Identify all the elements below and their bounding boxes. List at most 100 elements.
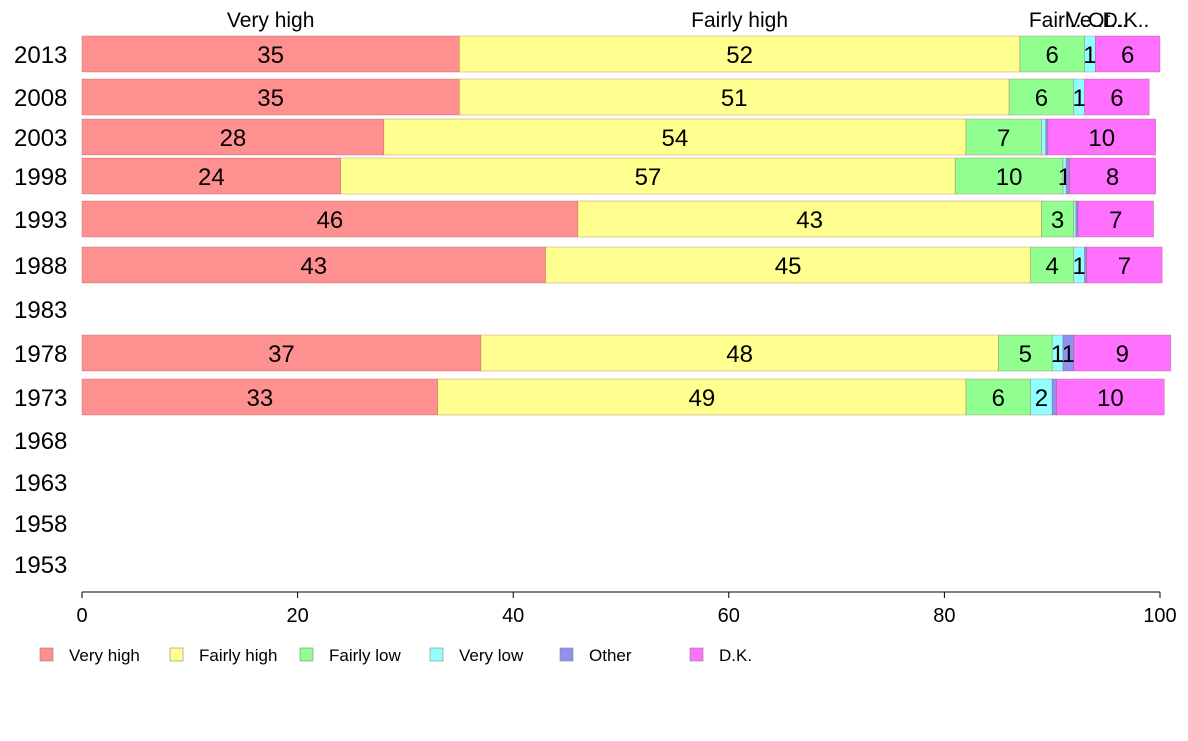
bar-1988-other: [1084, 246, 1087, 284]
bar-1993-d-k-: [1077, 200, 1154, 238]
data-label-1978-fairly-low: 5: [1019, 341, 1032, 368]
top-label-ot--4: Ot...: [1088, 9, 1128, 32]
top-label-very-high-0: Very high: [227, 9, 315, 32]
bar-2008-fairly-high: [458, 78, 1010, 116]
y-axis-labels: 2013 2008 2003 1998 1993 1988 1983 1978 1973 1968…: [14, 42, 67, 579]
legend-label-fairly-low: Fairly low: [329, 646, 402, 665]
data-label-2008-fairly-low: 6: [1035, 85, 1048, 112]
x-tick-label-20: 20: [286, 605, 308, 627]
bar-1978-fairly-high: [480, 334, 999, 372]
y-tick-label-2013: 2013: [14, 42, 67, 69]
data-label-2013-d-k-: 6: [1121, 42, 1134, 69]
data-label-1978-very-low: 1: [1051, 341, 1064, 368]
bar-1973-very-high: [81, 378, 439, 416]
legend-swatch-very-high: [39, 647, 54, 662]
y-tick-label-1963: 1963: [14, 470, 67, 497]
x-tick-label-0: 0: [76, 605, 87, 627]
top-label-d-k--5: D.K..: [1103, 9, 1150, 32]
bar-2003-other: [1045, 118, 1049, 156]
y-tick-label-1993: 1993: [14, 207, 67, 234]
legend-label-fairly-high: Fairly high: [199, 646, 277, 665]
y-tick-label-1953: 1953: [14, 552, 67, 579]
bar-2008-fairly-low: [1008, 78, 1075, 116]
bar-1993-very-low: [1073, 200, 1077, 238]
bar-1998-d-k-: [1069, 157, 1156, 195]
bar-2003-very-low: [1041, 118, 1047, 156]
data-label-1998-d-k-: 8: [1106, 164, 1119, 191]
legend-swatch-other: [559, 647, 574, 662]
legend: Very high Fairly high Fairly low Very low Ot…: [39, 646, 752, 665]
legend-label-very-high: Very high: [69, 646, 140, 665]
top-label-fairly-high-1: Fairly high: [691, 9, 788, 32]
data-label-2008-fairly-high: 51: [721, 85, 748, 112]
bar-2013-d-k-: [1095, 35, 1161, 73]
legend-label-other: Other: [589, 646, 632, 665]
data-label-2003-fairly-low: 7: [997, 125, 1010, 152]
bar-1973-fairly-low: [965, 378, 1031, 416]
legend-label-very-low: Very low: [459, 646, 524, 665]
data-label-1988-fairly-high: 45: [775, 253, 802, 280]
bar-2008-d-k-: [1084, 78, 1150, 116]
bar-2003-d-k-: [1047, 118, 1156, 156]
data-label-2003-very-high: 28: [220, 125, 247, 152]
bar-2013-very-high: [81, 35, 460, 73]
bar-1973-d-k-: [1056, 378, 1165, 416]
bar-2013-fairly-high: [458, 35, 1021, 73]
legend-swatch-d-k-: [689, 647, 704, 662]
y-tick-label-1973: 1973: [14, 385, 67, 412]
data-label-1993-fairly-low: 3: [1051, 207, 1064, 234]
bar-1988-d-k-: [1086, 246, 1163, 284]
y-tick-label-2003: 2003: [14, 125, 67, 152]
data-label-1973-very-low: 2: [1035, 385, 1048, 412]
x-tick-label-80: 80: [933, 605, 955, 627]
bar-1993-very-high: [81, 200, 579, 238]
bar-1973-other: [1051, 378, 1057, 416]
data-label-1988-very-low: 1: [1072, 253, 1085, 280]
data-label-1998-very-high: 24: [198, 164, 225, 191]
bar-1978-very-high: [81, 334, 482, 372]
bar-1993-other: [1075, 200, 1079, 238]
bar-1978-d-k-: [1073, 334, 1172, 372]
legend-swatch-fairly-high: [169, 647, 184, 662]
bar-1988-fairly-low: [1030, 246, 1075, 284]
data-label-1988-very-high: 43: [300, 253, 327, 280]
x-tick-label-60: 60: [718, 605, 740, 627]
data-label-2003-fairly-high: 54: [662, 125, 689, 152]
bar-2013-fairly-low: [1019, 35, 1085, 73]
data-label-1998-fairly-high: 57: [635, 164, 662, 191]
top-category-labels: Very high Fairly high Fairl...Ve...Ot...D.…: [227, 9, 1149, 32]
bar-1998-fairly-low: [954, 157, 1064, 195]
bar-2008-very-high: [81, 78, 460, 116]
y-tick-label-1978: 1978: [14, 341, 67, 368]
data-label-1973-fairly-high: 49: [688, 385, 715, 412]
top-label-fairl--2: Fairl...: [1029, 9, 1087, 32]
legend-swatch-very-low: [429, 647, 444, 662]
data-label-1978-d-k-: 9: [1116, 341, 1129, 368]
data-label-1973-very-high: 33: [247, 385, 274, 412]
y-tick-label-1968: 1968: [14, 428, 67, 455]
data-label-2013-very-high: 35: [257, 42, 284, 69]
bar-1993-fairly-high: [577, 200, 1042, 238]
data-label-1978-other: 1: [1062, 341, 1075, 368]
data-label-1993-d-k-: 7: [1109, 207, 1122, 234]
x-tick-label-100: 100: [1143, 605, 1176, 627]
y-tick-label-1983: 1983: [14, 297, 67, 324]
data-label-1978-fairly-high: 48: [726, 341, 753, 368]
bar-2003-fairly-high: [383, 118, 967, 156]
y-tick-label-1988: 1988: [14, 253, 67, 280]
data-label-1993-fairly-high: 43: [796, 207, 823, 234]
data-label-1998-fairly-low: 10: [996, 164, 1023, 191]
bar-1988-very-high: [81, 246, 546, 284]
bar-2003-fairly-low: [965, 118, 1042, 156]
legend-label-d-k-: D.K.: [719, 646, 752, 665]
data-label-1973-d-k-: 10: [1097, 385, 1124, 412]
y-tick-label-1998: 1998: [14, 164, 67, 191]
data-label-2013-very-low: 1: [1083, 42, 1096, 69]
data-label-1988-d-k-: 7: [1118, 253, 1131, 280]
bar-1998-other: [1065, 157, 1070, 195]
bar-1993-fairly-low: [1041, 200, 1075, 238]
data-label-2008-very-low: 1: [1072, 85, 1085, 112]
